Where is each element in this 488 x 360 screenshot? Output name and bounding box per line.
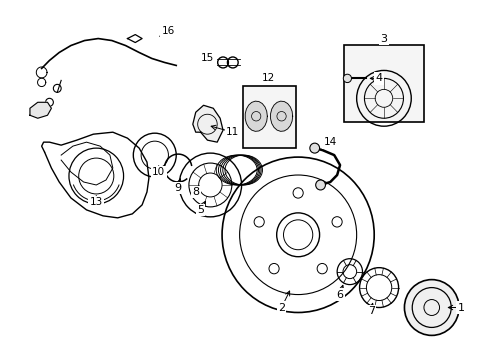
Circle shape [343,74,351,82]
Polygon shape [245,101,267,131]
Text: 12: 12 [262,73,275,84]
Text: 1: 1 [457,302,464,312]
Circle shape [404,280,458,336]
Text: 8: 8 [192,187,199,197]
Text: 9: 9 [174,183,182,193]
Text: 3: 3 [380,33,386,44]
Polygon shape [192,105,223,142]
Circle shape [315,180,325,190]
Polygon shape [30,102,51,118]
Text: 4: 4 [375,73,382,84]
Text: 5: 5 [197,205,203,215]
Bar [343,45,423,122]
Text: 15: 15 [201,54,214,63]
Circle shape [309,143,319,153]
Text: 11: 11 [226,127,239,137]
Polygon shape [270,101,292,131]
Text: 13: 13 [89,197,102,207]
Bar [242,86,296,148]
Text: 14: 14 [323,137,336,147]
Text: 16: 16 [162,26,175,36]
Text: 10: 10 [152,167,165,177]
Text: 6: 6 [336,289,343,300]
Text: 2: 2 [277,302,285,312]
Text: 7: 7 [367,306,374,316]
